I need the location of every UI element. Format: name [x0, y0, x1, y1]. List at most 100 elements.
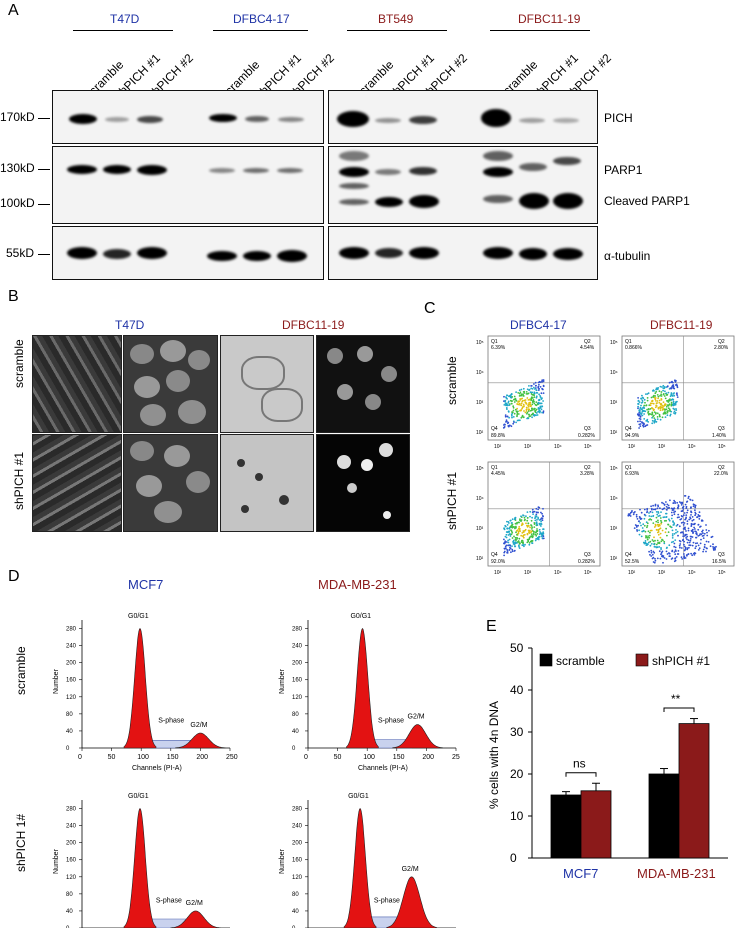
- facs-event: [532, 511, 534, 513]
- facs-event: [660, 547, 662, 549]
- facs-event: [518, 538, 520, 540]
- facs-event: [529, 516, 531, 518]
- facs-event: [531, 409, 533, 411]
- facs-event: [699, 547, 701, 549]
- facs-event: [695, 531, 697, 533]
- facs-event: [526, 393, 528, 395]
- facs-event: [655, 400, 657, 402]
- facs-event: [658, 396, 660, 398]
- panel-b-col-t47d: T47D: [115, 318, 144, 332]
- facs-event: [670, 395, 672, 397]
- facs-event: [657, 398, 659, 400]
- hist-y-tick: 40: [66, 909, 73, 915]
- facs-y-tick: 10³: [610, 400, 618, 406]
- facs-event: [527, 511, 529, 513]
- facs-event: [671, 402, 673, 404]
- facs-event: [528, 544, 530, 546]
- facs-event: [639, 509, 641, 511]
- facs-event: [639, 408, 641, 410]
- facs-event: [659, 390, 661, 392]
- hist-y-tick: 240: [292, 824, 303, 830]
- facs-event: [668, 552, 670, 554]
- facs-event: [508, 426, 510, 428]
- facs-event: [506, 534, 508, 536]
- facs-event: [662, 387, 664, 389]
- facs-event: [684, 519, 686, 521]
- facs-event: [521, 541, 523, 543]
- facs-event: [700, 526, 702, 528]
- label-s-phase: S-phase: [374, 897, 400, 904]
- facs-event: [512, 527, 514, 529]
- facs-event: [526, 407, 528, 409]
- facs-event: [509, 545, 511, 547]
- g0g1-peak: [344, 809, 376, 928]
- facs-event: [503, 396, 505, 398]
- facs-event: [657, 520, 659, 522]
- facs-event: [643, 426, 645, 428]
- panel-c-row-shpich1: shPICH #1: [445, 472, 459, 530]
- facs-event: [679, 547, 681, 549]
- label-s-phase: S-phase: [156, 897, 182, 904]
- facs-event: [638, 403, 640, 405]
- facs-q3-label: Q3: [718, 552, 725, 558]
- facs-event: [664, 516, 666, 518]
- facs-event: [683, 541, 685, 543]
- facs-event: [664, 395, 666, 397]
- facs-event: [542, 519, 544, 521]
- facs-event: [662, 390, 664, 392]
- facs-event: [684, 550, 686, 552]
- facs-event: [536, 515, 538, 517]
- facs-q3-value: 0.282%: [578, 433, 596, 439]
- facs-event: [648, 411, 650, 413]
- facs-event: [637, 525, 639, 527]
- hist-y-tick: 0: [66, 746, 70, 752]
- facs-event: [543, 528, 545, 530]
- facs-event: [673, 412, 675, 414]
- facs-event: [646, 521, 648, 523]
- facs-event: [527, 533, 529, 535]
- facs-event: [650, 530, 652, 532]
- facs-event: [690, 538, 692, 540]
- facs-event: [646, 511, 648, 513]
- facs-event: [677, 531, 679, 533]
- facs-event: [711, 536, 713, 538]
- facs-event: [542, 400, 544, 402]
- hist-y-tick: 120: [292, 875, 303, 881]
- hist-x-tick: 50: [108, 754, 116, 761]
- facs-event: [654, 546, 656, 548]
- facs-event: [660, 533, 662, 535]
- facs-event: [650, 413, 652, 415]
- facs-event: [675, 412, 677, 414]
- facs-event: [675, 403, 677, 405]
- facs-event: [522, 400, 524, 402]
- facs-event: [642, 407, 644, 409]
- facs-event: [540, 512, 542, 514]
- header-line: [490, 30, 590, 31]
- facs-event: [653, 540, 655, 542]
- facs-event: [520, 535, 522, 537]
- facs-event: [509, 549, 511, 551]
- facs-x-tick: 10²: [628, 444, 636, 450]
- facs-event: [648, 537, 650, 539]
- facs-event: [515, 391, 517, 393]
- facs-event: [661, 552, 663, 554]
- facs-event: [538, 384, 540, 386]
- facs-event: [640, 423, 642, 425]
- facs-event: [650, 516, 652, 518]
- facs-event: [672, 385, 674, 387]
- facs-x-tick: 10²: [628, 570, 636, 576]
- facs-q3-label: Q3: [718, 426, 725, 432]
- facs-event: [531, 396, 533, 398]
- facs-event: [530, 524, 532, 526]
- facs-event: [646, 509, 648, 511]
- facs-event: [661, 502, 663, 504]
- facs-event: [658, 542, 660, 544]
- facs-q4-label: Q4: [625, 552, 632, 558]
- facs-event: [659, 415, 661, 417]
- facs-event: [645, 531, 647, 533]
- facs-event: [668, 531, 670, 533]
- facs-event: [530, 385, 532, 387]
- facs-event: [682, 531, 684, 533]
- facs-event: [644, 542, 646, 544]
- facs-event: [671, 403, 673, 405]
